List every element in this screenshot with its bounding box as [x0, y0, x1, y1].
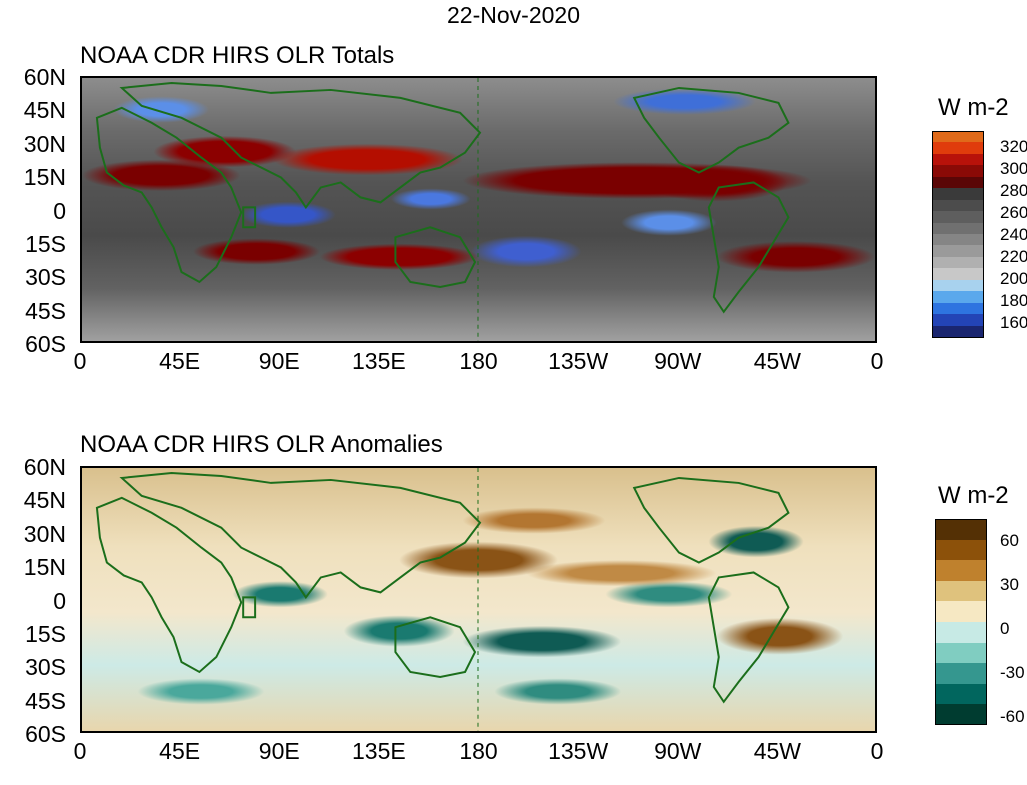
- lon-label: 45E: [159, 738, 201, 764]
- colorbar-swatch: [932, 211, 984, 224]
- colorbar-tick-label: 300: [1000, 159, 1027, 178]
- lat-label: 30S: [25, 654, 66, 681]
- lat-label: 60S: [25, 721, 66, 747]
- colorbar-swatch: [935, 539, 987, 561]
- colorbar-tick-label: 60: [1000, 531, 1019, 550]
- colorbar-swatch: [932, 325, 984, 338]
- colorbar-swatch: [932, 302, 984, 315]
- lat-label: 30N: [23, 520, 66, 547]
- lon-label: 45W: [753, 348, 802, 374]
- lat-label: 15N: [23, 554, 66, 581]
- colorbar-swatch: [935, 519, 987, 540]
- colorbar-tick-label: 0: [1000, 619, 1010, 638]
- colorbar-tick-label: 280: [1000, 181, 1027, 200]
- colorbar-swatch: [932, 142, 984, 155]
- anomalies-coastlines: [95, 468, 790, 731]
- colorbar-swatch: [932, 268, 984, 281]
- colorbar-swatch: [932, 199, 984, 212]
- colorbar-swatch: [932, 165, 984, 178]
- colorbar-swatch: [932, 153, 984, 166]
- totals-colorbar-unit: W m-2: [938, 94, 1009, 121]
- totals-coastlines: [95, 78, 790, 341]
- colorbar-swatch: [932, 131, 984, 143]
- colorbar-tick-label: 200: [1000, 269, 1027, 288]
- date-title: 22-Nov-2020: [447, 2, 580, 28]
- colorbar-tick-label: 220: [1000, 247, 1027, 266]
- lon-label: 0: [73, 738, 87, 764]
- lat-label: 45S: [25, 297, 66, 324]
- colorbar-swatch: [932, 291, 984, 304]
- anomalies-map: [80, 466, 877, 733]
- lon-label: 45E: [159, 348, 201, 374]
- colorbar-swatch: [932, 245, 984, 258]
- anomalies-olr-field: [82, 468, 875, 731]
- lon-label: 0: [870, 348, 884, 374]
- lat-label: 15S: [25, 620, 66, 647]
- lat-label: 30N: [23, 130, 66, 157]
- colorbar-swatch: [935, 683, 987, 705]
- colorbar-swatch: [932, 279, 984, 292]
- colorbar-swatch: [935, 663, 987, 685]
- colorbar-tick-label: 260: [1000, 203, 1027, 222]
- totals-panel-title: NOAA CDR HIRS OLR Totals: [80, 42, 395, 69]
- lat-label: 45S: [25, 687, 66, 714]
- lat-label: 0: [53, 197, 66, 224]
- lon-label: 0: [870, 738, 884, 764]
- lat-label: 45N: [23, 97, 66, 124]
- colorbar-tick-label: -30: [1000, 663, 1025, 682]
- colorbar-tick-label: -60: [1000, 707, 1025, 726]
- anomalies-panel-title: NOAA CDR HIRS OLR Anomalies: [80, 431, 443, 458]
- colorbar-swatch: [935, 704, 987, 726]
- colorbar-swatch: [935, 622, 987, 643]
- colorbar-swatch: [932, 222, 984, 235]
- anomalies-colorbar-unit: W m-2: [938, 482, 1009, 509]
- lon-label: 135W: [548, 738, 609, 764]
- lat-label: 60S: [25, 331, 66, 357]
- lon-label: 180: [459, 738, 498, 764]
- colorbar-swatch: [935, 601, 987, 623]
- colorbar-tick-label: 30: [1000, 575, 1019, 594]
- colorbar-swatch: [932, 234, 984, 246]
- colorbar-tick-label: 320: [1000, 137, 1027, 156]
- lon-label: 90W: [654, 348, 702, 374]
- lon-label: 90E: [258, 348, 300, 374]
- colorbar-tick-label: 160: [1000, 313, 1027, 332]
- lat-label: 0: [53, 587, 66, 614]
- totals-map: [80, 76, 877, 343]
- colorbar-tick-label: 180: [1000, 291, 1027, 310]
- lon-label: 135E: [352, 348, 406, 374]
- lat-label: 60N: [23, 64, 66, 90]
- lon-label: 135E: [352, 738, 406, 764]
- lon-label: 90E: [258, 738, 300, 764]
- lat-label: 45N: [23, 487, 66, 514]
- colorbar-swatch: [935, 642, 987, 664]
- lon-label: 135W: [548, 348, 609, 374]
- lon-label: 180: [459, 348, 498, 374]
- colorbar-swatch: [932, 314, 984, 327]
- colorbar-tick-label: 240: [1000, 225, 1027, 244]
- totals-olr-field: [82, 78, 875, 341]
- lat-label: 15N: [23, 164, 66, 191]
- colorbar-swatch: [935, 580, 987, 602]
- colorbar-swatch: [932, 176, 984, 189]
- lon-label: 45W: [753, 738, 802, 764]
- lat-label: 30S: [25, 264, 66, 291]
- lat-label: 60N: [23, 454, 66, 480]
- lon-label: 0: [73, 348, 87, 374]
- colorbar-swatch: [932, 188, 984, 201]
- lon-label: 90W: [654, 738, 702, 764]
- lat-label: 15S: [25, 230, 66, 257]
- colorbar-swatch: [935, 560, 987, 582]
- colorbar-swatch: [932, 256, 984, 269]
